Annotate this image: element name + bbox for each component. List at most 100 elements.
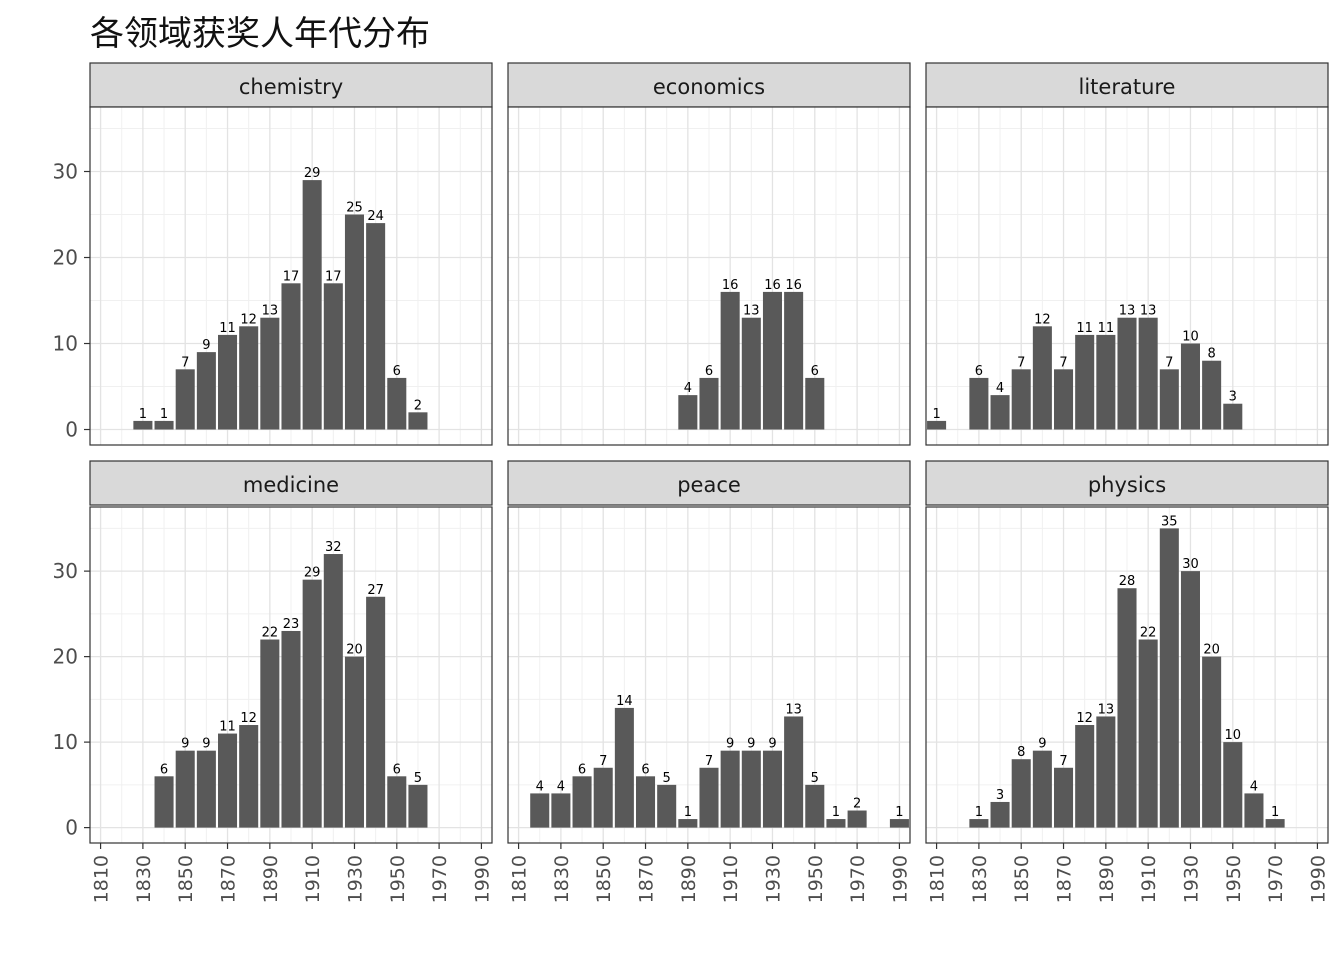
x-tick-label: 1830 [133, 855, 155, 903]
bar-chemistry-1900 [281, 283, 301, 430]
bar-medicine-1940 [366, 596, 386, 828]
bar-literature-1860 [1032, 326, 1052, 430]
bar-peace-1850 [593, 767, 613, 828]
bar-medicine-1870 [218, 733, 238, 828]
bar-label-medicine-1890: 22 [262, 626, 279, 641]
panel-border-economics [507, 106, 911, 446]
bar-label-medicine-1860: 9 [202, 737, 210, 752]
bar-label-chemistry-1900: 17 [283, 269, 300, 284]
bar-label-chemistry-1870: 11 [219, 321, 236, 336]
bar-literature-1950 [1223, 403, 1243, 430]
bar-physics-1910 [1138, 639, 1158, 828]
bar-chemistry-1920 [323, 283, 343, 430]
bar-physics-1890 [1096, 716, 1116, 828]
bar-literature-1850 [1011, 369, 1031, 430]
bar-label-chemistry-1950: 6 [393, 364, 401, 379]
strip-label-economics: economics [653, 75, 765, 99]
bar-peace-1990 [889, 819, 909, 828]
y-tick-label: 30 [53, 160, 78, 184]
panel-border-literature [925, 106, 1329, 446]
strip-economics [507, 62, 911, 108]
bar-chemistry-1830 [133, 420, 153, 430]
strip-label-literature: literature [1079, 75, 1176, 99]
bar-label-medicine-1950: 6 [393, 762, 401, 777]
bar-literature-1930 [1180, 343, 1200, 430]
x-tick-label: 1870 [218, 855, 240, 903]
bar-literature-1890 [1096, 334, 1116, 430]
bar-physics-1930 [1180, 571, 1200, 828]
bar-chemistry-1860 [196, 352, 216, 430]
bar-label-chemistry-1940: 24 [367, 209, 384, 224]
strip-label-chemistry: chemistry [239, 75, 343, 99]
bar-label-literature-1860: 12 [1034, 312, 1051, 327]
bar-label-peace-1870: 6 [641, 762, 649, 777]
bar-label-literature-1940: 8 [1207, 347, 1215, 362]
bar-medicine-1850 [175, 750, 195, 828]
bar-label-physics-1910: 22 [1140, 626, 1157, 641]
x-tick-label: 1870 [1054, 855, 1076, 903]
x-tick-label: 1930 [1180, 855, 1202, 903]
bar-physics-1840 [990, 801, 1010, 828]
bar-label-literature-1900: 13 [1119, 304, 1136, 319]
bar-chemistry-1850 [175, 369, 195, 430]
bar-physics-1880 [1075, 725, 1095, 828]
bar-literature-1880 [1075, 334, 1095, 430]
bar-physics-1850 [1011, 759, 1031, 828]
x-tick-label: 1890 [1096, 855, 1118, 903]
bar-literature-1940 [1202, 360, 1222, 430]
bar-label-literature-1880: 11 [1076, 321, 1093, 336]
bar-peace-1910 [720, 750, 740, 828]
bar-peace-1930 [762, 750, 782, 828]
bar-peace-1830 [551, 793, 571, 828]
bar-label-chemistry-1910: 29 [304, 166, 321, 181]
x-tick-label: 1850 [175, 855, 197, 903]
strip-label-medicine: medicine [243, 473, 339, 497]
bar-label-peace-1970: 2 [853, 797, 861, 812]
bar-label-peace-1990: 1 [895, 805, 903, 820]
bar-economics-1930 [762, 291, 782, 430]
strip-physics [925, 460, 1329, 506]
bar-physics-1950 [1223, 742, 1243, 828]
bar-label-chemistry-1920: 17 [325, 269, 342, 284]
bar-medicine-1920 [323, 554, 343, 828]
strip-label-peace: peace [677, 473, 741, 497]
bar-label-medicine-1930: 20 [346, 643, 363, 658]
bar-label-chemistry-1850: 7 [181, 355, 189, 370]
bar-label-literature-1910: 13 [1140, 304, 1157, 319]
x-tick-label: 1950 [1223, 855, 1245, 903]
bar-literature-1870 [1054, 369, 1074, 430]
bar-label-peace-1940: 13 [785, 702, 802, 717]
x-tick-label: 1850 [1011, 855, 1033, 903]
bar-label-chemistry-1860: 9 [202, 338, 210, 353]
bar-label-physics-1890: 13 [1098, 702, 1115, 717]
bar-label-economics-1930: 16 [764, 278, 781, 293]
panel-border-peace [507, 506, 911, 844]
bar-label-chemistry-1840: 1 [160, 407, 168, 422]
bar-literature-1830 [969, 377, 989, 430]
x-tick-label: 1850 [593, 855, 615, 903]
bar-label-peace-1950: 5 [811, 771, 819, 786]
bar-chemistry-1950 [387, 377, 407, 430]
bar-label-medicine-1960: 5 [414, 771, 422, 786]
bar-label-peace-1930: 9 [768, 737, 776, 752]
bar-label-physics-1900: 28 [1119, 574, 1136, 589]
strip-label-physics: physics [1088, 473, 1166, 497]
bar-literature-1840 [990, 395, 1010, 430]
bar-label-peace-1960: 1 [832, 805, 840, 820]
bar-peace-1920 [741, 750, 761, 828]
bar-label-literature-1930: 10 [1182, 330, 1199, 345]
bar-label-chemistry-1890: 13 [262, 304, 279, 319]
panel-border-chemistry [89, 106, 493, 446]
x-tick-label: 1950 [805, 855, 827, 903]
panel-border-medicine [89, 506, 493, 844]
bar-label-chemistry-1830: 1 [139, 407, 147, 422]
bar-peace-1880 [657, 784, 677, 828]
y-tick-label: 10 [53, 730, 78, 754]
bar-label-physics-1960: 4 [1250, 779, 1258, 794]
bar-peace-1820 [530, 793, 550, 828]
x-tick-label: 1910 [302, 855, 324, 903]
bar-label-physics-1850: 8 [1017, 745, 1025, 760]
bar-peace-1900 [699, 767, 719, 828]
bar-economics-1900 [699, 377, 719, 430]
